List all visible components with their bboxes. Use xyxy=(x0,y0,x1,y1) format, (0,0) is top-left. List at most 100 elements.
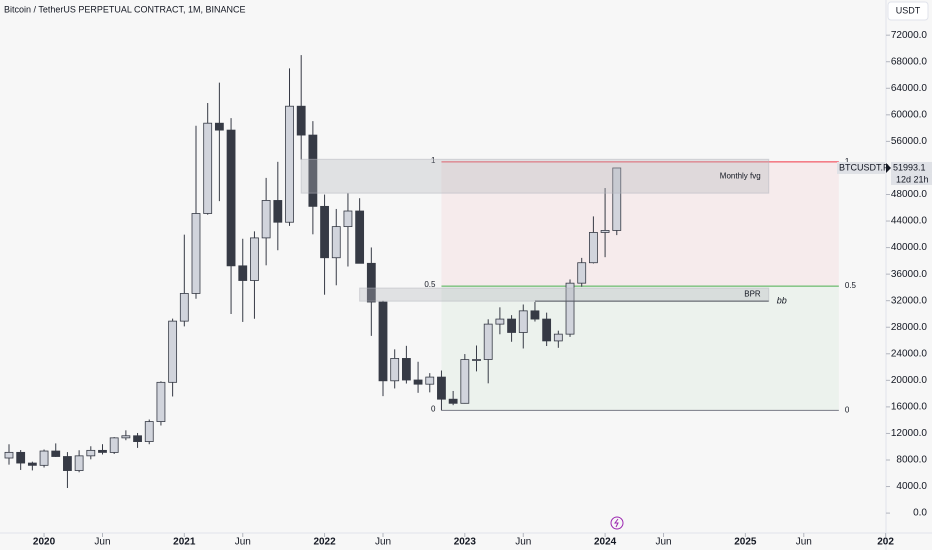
y-tick-label: 8000.0 xyxy=(896,455,927,466)
candle-body xyxy=(39,450,49,466)
fib-label-right: 1 xyxy=(845,157,850,166)
y-tick-label: 16000.0 xyxy=(891,402,928,413)
candle-body xyxy=(16,451,26,464)
candle-body xyxy=(214,122,224,131)
y-tick-label: 72000.0 xyxy=(891,30,928,41)
y-tick-label: 60000.0 xyxy=(891,109,928,120)
level-label: bb xyxy=(777,296,787,306)
price-label: 51993.1 xyxy=(893,162,926,172)
candle-body xyxy=(565,282,575,335)
x-tick-label: Jun xyxy=(796,537,812,548)
fib-label-left: 0 xyxy=(431,404,436,413)
fib-label-left: 1 xyxy=(431,156,436,165)
candle-body xyxy=(425,376,435,385)
candle-body xyxy=(612,167,622,231)
y-tick-label: 12000.0 xyxy=(891,428,928,439)
candle-body xyxy=(63,456,72,471)
countdown-badge xyxy=(891,173,932,185)
x-tick-label: Jun xyxy=(375,537,391,548)
candle-body xyxy=(460,359,470,404)
candle-body xyxy=(74,455,84,471)
y-tick-label: 4000.0 xyxy=(896,481,927,492)
candle-body xyxy=(261,200,271,239)
y-tick-label: 64000.0 xyxy=(891,83,928,94)
symbol-label: BTCUSDT.P xyxy=(839,162,889,172)
x-tick-label: 202 xyxy=(877,537,894,548)
fib-zone xyxy=(441,286,839,411)
zone-box xyxy=(300,158,770,194)
candle-body xyxy=(4,451,14,459)
x-tick-label: Jun xyxy=(235,537,251,548)
y-tick-label: 20000.0 xyxy=(891,375,928,386)
candle-body xyxy=(320,205,329,259)
candle-body xyxy=(133,435,142,442)
y-tick-label: 36000.0 xyxy=(891,269,928,280)
candle-body xyxy=(588,232,598,264)
candle-body xyxy=(250,237,259,281)
y-tick-label: 48000.0 xyxy=(891,189,928,200)
candle-body xyxy=(191,213,201,294)
candle-body xyxy=(448,398,458,404)
candle-body xyxy=(331,226,341,259)
candle-body xyxy=(355,210,365,264)
x-tick-label: Jun xyxy=(94,537,110,548)
candle-body xyxy=(109,437,119,453)
x-tick-label: Jun xyxy=(655,537,671,548)
candle-body xyxy=(483,323,493,360)
candle-body xyxy=(156,381,166,422)
candle-body xyxy=(179,293,189,322)
candle-body xyxy=(285,105,294,223)
candle-body xyxy=(472,359,481,361)
currency-label: USDT xyxy=(896,5,921,15)
candle-body xyxy=(390,358,400,382)
x-tick-label: 2021 xyxy=(173,537,196,548)
y-tick-label: 40000.0 xyxy=(891,242,928,253)
candle-body xyxy=(343,210,353,228)
event-icon[interactable] xyxy=(610,516,624,530)
y-tick-label: 0.0 xyxy=(913,508,927,519)
y-tick-label: 44000.0 xyxy=(891,216,928,227)
candle-body xyxy=(121,435,131,439)
candle-body xyxy=(530,310,540,320)
candle-body xyxy=(366,262,376,303)
candle-body xyxy=(600,230,610,233)
candle-body xyxy=(437,376,446,400)
chart-title: Bitcoin / TetherUS PERPETUAL CONTRACT, 1… xyxy=(4,4,246,14)
fib-label-right: 0.5 xyxy=(845,281,857,290)
candle-body xyxy=(296,105,306,136)
candle-body xyxy=(86,449,96,457)
candle-body xyxy=(51,450,61,457)
x-tick-label: 2025 xyxy=(734,537,757,548)
candle-body xyxy=(577,262,587,284)
currency-button[interactable] xyxy=(887,1,929,21)
candle-body xyxy=(238,265,248,281)
candle-body xyxy=(226,129,236,267)
x-tick-label: 2022 xyxy=(313,537,336,548)
x-tick-label: Jun xyxy=(515,537,531,548)
candle-body xyxy=(518,310,528,333)
candle-body xyxy=(203,122,213,214)
fib-zone xyxy=(441,161,839,287)
y-tick-label: 24000.0 xyxy=(891,348,928,359)
candle-body xyxy=(401,358,411,381)
symbol-badge xyxy=(837,161,885,174)
candle-body xyxy=(378,301,388,382)
y-tick-label: 68000.0 xyxy=(891,56,928,67)
candle-body xyxy=(542,318,552,342)
candle-body xyxy=(495,318,505,325)
candle-body xyxy=(507,318,516,333)
candle-body xyxy=(553,333,563,342)
candle-body xyxy=(98,449,107,453)
zone-box xyxy=(359,287,770,302)
candle-body xyxy=(168,320,178,383)
x-tick-label: 2023 xyxy=(454,537,477,548)
price-badge xyxy=(891,161,932,174)
x-tick-label: 2024 xyxy=(594,537,617,548)
x-tick-label: 2020 xyxy=(33,537,56,548)
price-pointer xyxy=(886,162,891,173)
candle-body xyxy=(308,134,318,207)
candle-body xyxy=(27,462,37,466)
candle-body xyxy=(144,421,154,442)
candle-body xyxy=(273,200,283,223)
